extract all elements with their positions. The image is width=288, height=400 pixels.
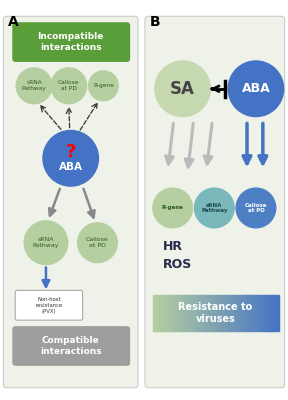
Bar — [219, 295, 223, 331]
Bar — [225, 295, 229, 331]
FancyBboxPatch shape — [12, 326, 130, 366]
Bar — [257, 295, 260, 331]
Circle shape — [155, 61, 210, 116]
Bar — [238, 295, 241, 331]
Text: sRNA
Pathway: sRNA Pathway — [201, 202, 228, 213]
Bar — [206, 295, 210, 331]
Bar — [175, 295, 179, 331]
Text: sRNA
Pathway: sRNA Pathway — [33, 237, 59, 248]
Text: SA: SA — [170, 80, 195, 98]
Bar — [172, 295, 175, 331]
Bar — [162, 295, 166, 331]
Bar — [153, 295, 157, 331]
Bar — [228, 295, 232, 331]
Circle shape — [16, 68, 52, 104]
Text: Non-host
resistance
(PVX): Non-host resistance (PVX) — [35, 297, 62, 314]
Bar — [247, 295, 251, 331]
Bar — [222, 295, 226, 331]
Circle shape — [24, 221, 68, 264]
Text: R-gene: R-gene — [162, 206, 184, 210]
Circle shape — [43, 130, 98, 186]
Bar — [159, 295, 163, 331]
FancyBboxPatch shape — [145, 16, 285, 388]
Text: Compatible
interactions: Compatible interactions — [40, 336, 102, 356]
Text: Resistance to
viruses: Resistance to viruses — [178, 302, 252, 324]
Circle shape — [228, 61, 284, 116]
Bar — [269, 295, 273, 331]
Text: Callose
at PD: Callose at PD — [245, 202, 267, 213]
Text: ABA: ABA — [59, 162, 83, 172]
Bar — [216, 295, 219, 331]
Bar — [178, 295, 182, 331]
Text: Incompatible
interactions: Incompatible interactions — [37, 32, 104, 52]
Bar — [266, 295, 270, 331]
Bar — [209, 295, 213, 331]
FancyBboxPatch shape — [3, 16, 138, 388]
FancyBboxPatch shape — [15, 290, 83, 320]
Bar — [181, 295, 185, 331]
FancyBboxPatch shape — [12, 22, 130, 62]
Bar — [203, 295, 207, 331]
Bar — [244, 295, 248, 331]
Text: Callose
at PD: Callose at PD — [86, 237, 109, 248]
Circle shape — [153, 188, 192, 228]
Circle shape — [236, 188, 276, 228]
Bar — [250, 295, 254, 331]
Text: HR: HR — [163, 240, 183, 253]
Circle shape — [194, 188, 234, 228]
Bar — [184, 295, 188, 331]
Bar — [191, 295, 194, 331]
Bar — [272, 295, 276, 331]
Bar — [156, 295, 160, 331]
Bar — [241, 295, 245, 331]
Bar — [166, 295, 169, 331]
Bar — [194, 295, 198, 331]
Text: A: A — [8, 15, 19, 29]
Text: sRNA
Pathway: sRNA Pathway — [22, 80, 46, 91]
Bar — [276, 295, 279, 331]
Bar — [200, 295, 204, 331]
Circle shape — [88, 71, 118, 101]
Text: ABA: ABA — [242, 82, 270, 95]
Bar — [187, 295, 191, 331]
Bar — [235, 295, 238, 331]
Bar — [197, 295, 200, 331]
Bar — [213, 295, 216, 331]
Circle shape — [51, 68, 87, 104]
Bar — [232, 295, 235, 331]
Bar — [263, 295, 267, 331]
Bar — [253, 295, 257, 331]
Bar — [169, 295, 172, 331]
Bar — [260, 295, 264, 331]
Text: ROS: ROS — [163, 258, 192, 271]
Text: ?: ? — [66, 143, 76, 161]
Text: R-gene: R-gene — [93, 83, 114, 88]
Text: Callose
at PD: Callose at PD — [58, 80, 79, 91]
Text: B: B — [150, 15, 161, 29]
Circle shape — [78, 223, 117, 262]
